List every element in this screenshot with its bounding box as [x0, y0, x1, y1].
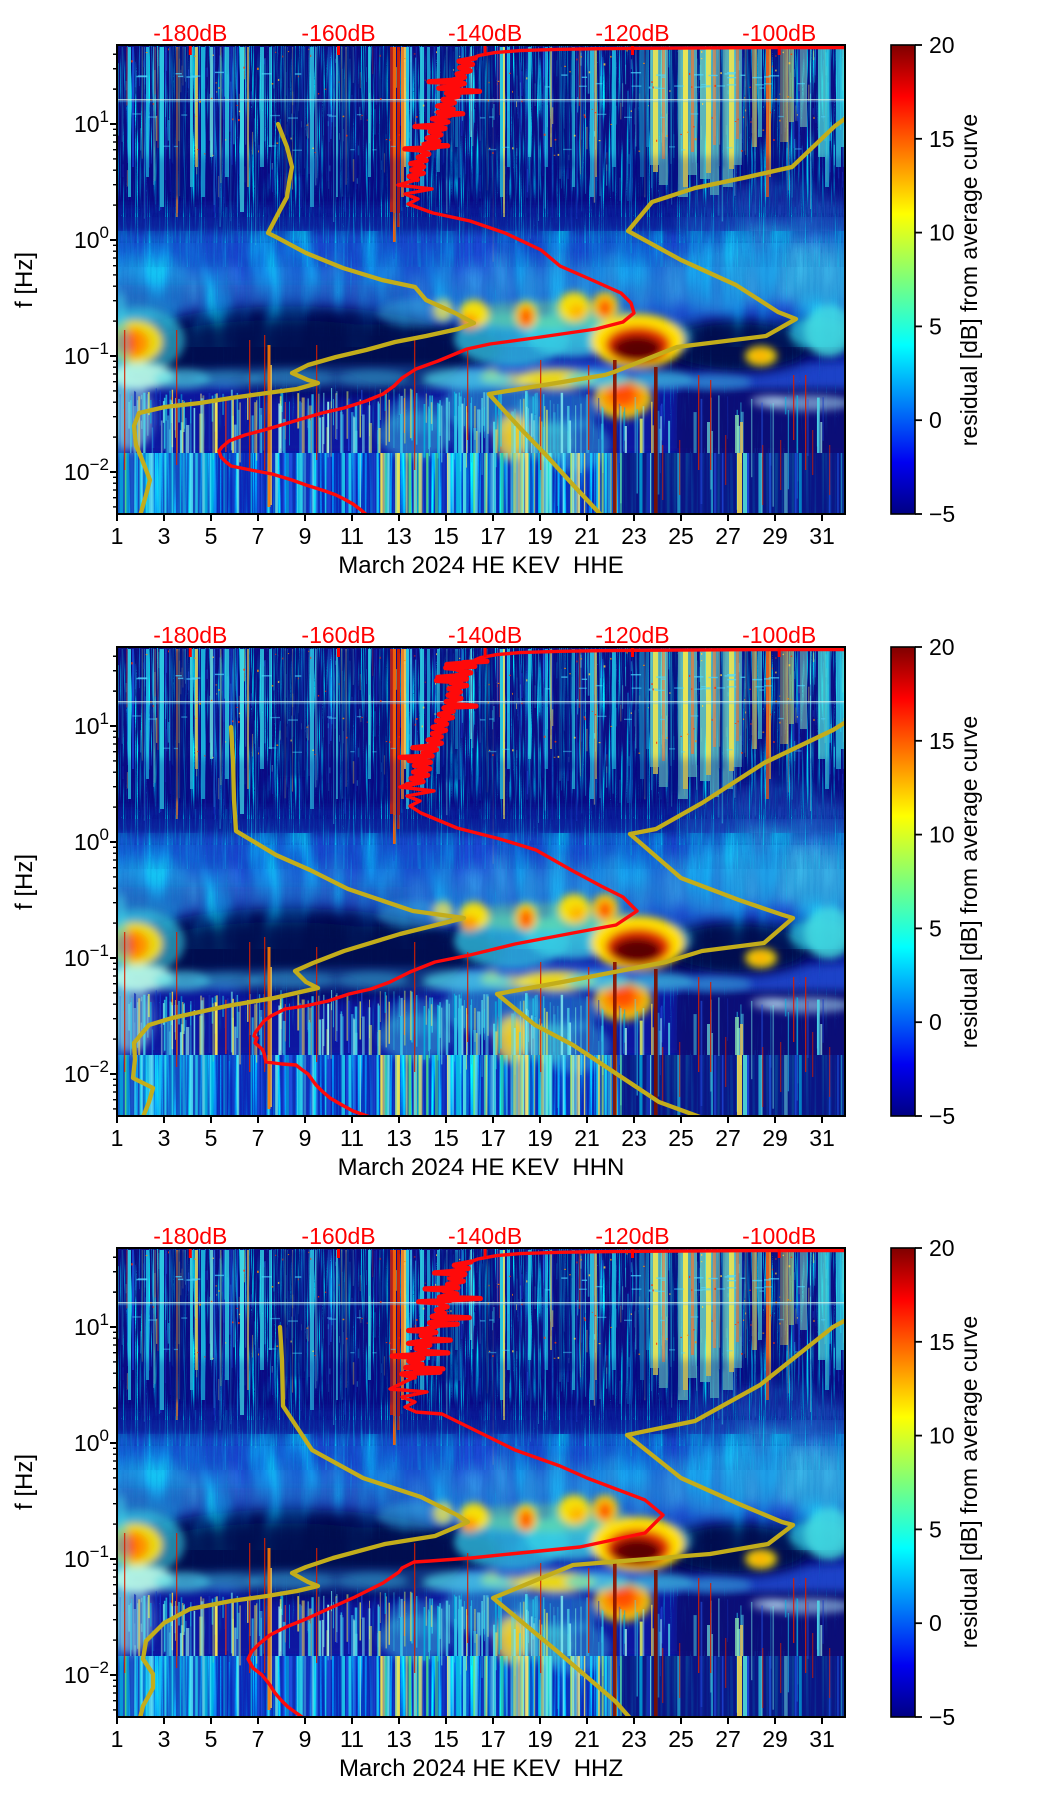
svg-text:11: 11 — [340, 1726, 364, 1752]
svg-text:31: 31 — [809, 1125, 835, 1151]
svg-text:23: 23 — [621, 1125, 647, 1151]
svg-text:-180dB: -180dB — [153, 20, 227, 46]
svg-text:-120dB: -120dB — [595, 20, 669, 46]
svg-text:-160dB: -160dB — [301, 1223, 375, 1249]
svg-text:9: 9 — [299, 1125, 312, 1151]
svg-text:27: 27 — [715, 1125, 741, 1151]
svg-text:31: 31 — [809, 1726, 835, 1752]
svg-text:27: 27 — [715, 523, 741, 549]
svg-text:-140dB: -140dB — [448, 622, 522, 648]
svg-text:-180dB: -180dB — [153, 1223, 227, 1249]
svg-text:f [Hz]: f [Hz] — [11, 252, 38, 308]
svg-text:0: 0 — [929, 1009, 942, 1035]
svg-text:29: 29 — [762, 1726, 788, 1752]
svg-text:23: 23 — [621, 1726, 647, 1752]
svg-text:March 2024 HE KEV HHE: March 2024 HE KEV HHE — [338, 552, 623, 579]
svg-text:-140dB: -140dB — [448, 20, 522, 46]
svg-text:11: 11 — [340, 523, 364, 549]
svg-text:10: 10 — [929, 220, 955, 246]
svg-text:17: 17 — [480, 1125, 506, 1151]
svg-text:21: 21 — [574, 1726, 600, 1752]
svg-text:21: 21 — [574, 1125, 600, 1151]
svg-text:13: 13 — [386, 523, 412, 549]
svg-text:15: 15 — [929, 728, 955, 754]
svg-text:-100dB: -100dB — [742, 20, 816, 46]
svg-text:0: 0 — [929, 407, 942, 433]
svg-text:10−1: 10−1 — [64, 941, 109, 971]
svg-text:7: 7 — [252, 523, 265, 549]
svg-text:25: 25 — [668, 523, 694, 549]
svg-text:7: 7 — [252, 1125, 265, 1151]
svg-text:1: 1 — [111, 1125, 124, 1151]
svg-text:25: 25 — [668, 1726, 694, 1752]
svg-text:20: 20 — [929, 634, 955, 660]
svg-text:29: 29 — [762, 1125, 788, 1151]
svg-text:15: 15 — [929, 1329, 955, 1355]
svg-text:-100dB: -100dB — [742, 1223, 816, 1249]
svg-text:f [Hz]: f [Hz] — [11, 854, 38, 910]
svg-text:31: 31 — [809, 523, 835, 549]
svg-text:13: 13 — [386, 1726, 412, 1752]
svg-text:5: 5 — [929, 915, 942, 941]
svg-text:1: 1 — [111, 523, 124, 549]
svg-text:-160dB: -160dB — [301, 622, 375, 648]
svg-text:residual [dB] from average cur: residual [dB] from average curve — [956, 716, 982, 1048]
svg-text:1: 1 — [111, 1726, 124, 1752]
svg-text:19: 19 — [527, 1125, 553, 1151]
svg-text:15: 15 — [433, 523, 459, 549]
svg-text:−5: −5 — [929, 1704, 955, 1730]
svg-text:15: 15 — [433, 1726, 459, 1752]
svg-text:10: 10 — [929, 1423, 955, 1449]
svg-text:15: 15 — [433, 1125, 459, 1151]
svg-text:-120dB: -120dB — [595, 622, 669, 648]
svg-text:13: 13 — [386, 1125, 412, 1151]
svg-text:10−2: 10−2 — [64, 455, 109, 485]
svg-text:17: 17 — [480, 1726, 506, 1752]
svg-text:29: 29 — [762, 523, 788, 549]
svg-text:3: 3 — [158, 523, 171, 549]
svg-text:10: 10 — [929, 822, 955, 848]
svg-text:0: 0 — [929, 1610, 942, 1636]
svg-text:−5: −5 — [929, 1103, 955, 1129]
svg-text:9: 9 — [299, 1726, 312, 1752]
svg-text:residual [dB] from average cur: residual [dB] from average curve — [956, 114, 982, 446]
svg-text:19: 19 — [527, 523, 553, 549]
svg-text:5: 5 — [205, 523, 218, 549]
svg-text:f [Hz]: f [Hz] — [11, 1454, 38, 1510]
svg-text:-100dB: -100dB — [742, 622, 816, 648]
svg-text:7: 7 — [252, 1726, 265, 1752]
svg-text:11: 11 — [340, 1125, 364, 1151]
svg-text:-120dB: -120dB — [595, 1223, 669, 1249]
svg-text:3: 3 — [158, 1726, 171, 1752]
svg-text:5: 5 — [929, 1516, 942, 1542]
svg-text:19: 19 — [527, 1726, 553, 1752]
svg-text:27: 27 — [715, 1726, 741, 1752]
svg-text:21: 21 — [574, 523, 600, 549]
svg-text:March 2024 HE KEV HHN: March 2024 HE KEV HHN — [338, 1154, 625, 1181]
svg-text:25: 25 — [668, 1125, 694, 1151]
svg-text:-180dB: -180dB — [153, 622, 227, 648]
svg-text:5: 5 — [205, 1726, 218, 1752]
svg-text:9: 9 — [299, 523, 312, 549]
svg-text:15: 15 — [929, 126, 955, 152]
svg-text:5: 5 — [205, 1125, 218, 1151]
svg-text:-160dB: -160dB — [301, 20, 375, 46]
svg-text:-140dB: -140dB — [448, 1223, 522, 1249]
svg-text:20: 20 — [929, 1235, 955, 1261]
svg-text:17: 17 — [480, 523, 506, 549]
svg-text:3: 3 — [158, 1125, 171, 1151]
svg-text:residual [dB] from average cur: residual [dB] from average curve — [956, 1316, 982, 1648]
svg-text:−5: −5 — [929, 501, 955, 527]
svg-text:20: 20 — [929, 32, 955, 58]
svg-text:March 2024 HE KEV HHZ: March 2024 HE KEV HHZ — [339, 1755, 623, 1782]
svg-text:5: 5 — [929, 313, 942, 339]
svg-text:23: 23 — [621, 523, 647, 549]
